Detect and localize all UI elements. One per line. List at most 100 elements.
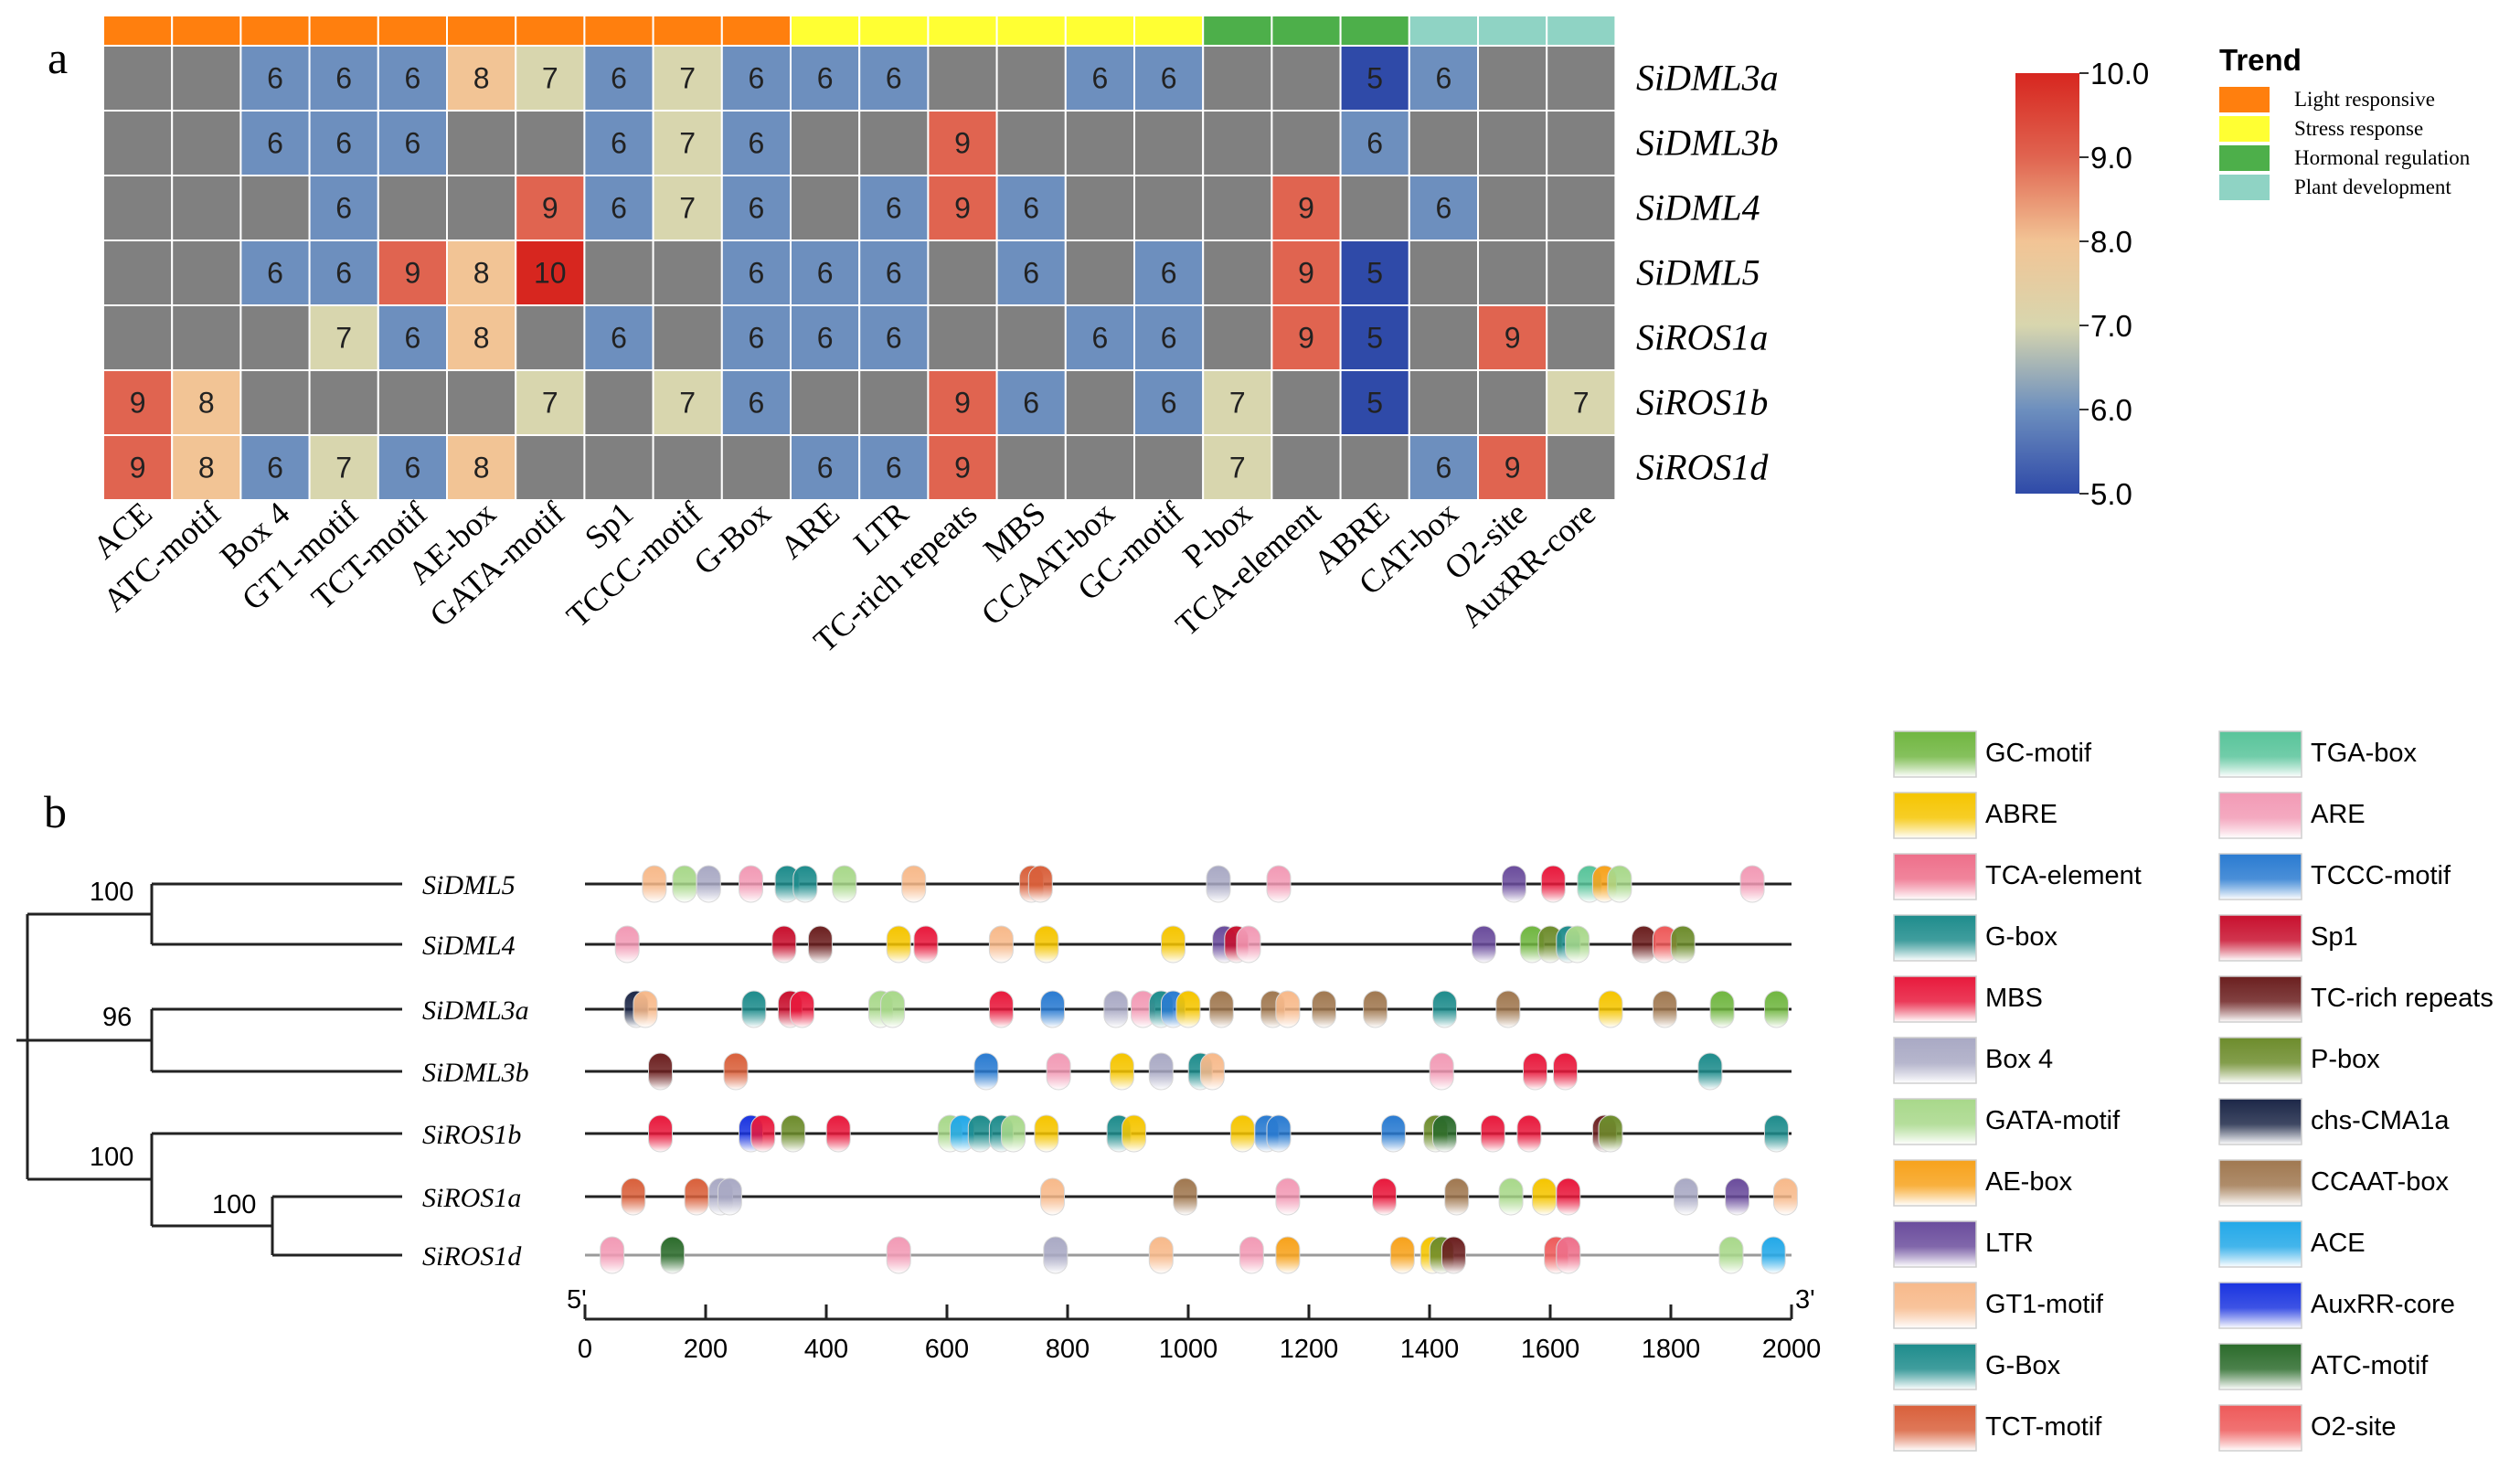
heatmap-cell-value: 7	[1573, 387, 1590, 420]
motif-site-abre	[886, 925, 911, 964]
group-bar-plant-development	[1408, 15, 1480, 47]
motif-site-tccc-motif	[973, 1052, 999, 1091]
heatmap-cell	[1202, 45, 1273, 112]
motif-legend-label-o2-site: O2-site	[2311, 1412, 2396, 1442]
heatmap-cell	[515, 110, 586, 176]
heatmap-cell-value: 6	[749, 257, 765, 290]
heatmap-cell	[102, 434, 174, 501]
heatmap-cell-value: 6	[1023, 192, 1039, 225]
motif-site-box-4	[1674, 1177, 1698, 1216]
motif-site-tc-rich-repeats	[1441, 1236, 1466, 1274]
heatmap-cell	[652, 304, 723, 371]
motif-site-ccaat-box	[1495, 990, 1521, 1028]
trend-legend-label-stress-response: Stress response	[2294, 117, 2423, 140]
motif-site-tccc-motif	[1040, 990, 1065, 1028]
motif-site-ccaat-box	[1208, 990, 1234, 1028]
axis-tick-label: 600	[925, 1335, 969, 1364]
heatmap-cell	[1133, 369, 1205, 436]
heatmap-cell	[1408, 434, 1480, 501]
group-bar-stress-response	[858, 15, 930, 47]
group-bar-light-responsive	[171, 15, 242, 47]
motif-site-are	[600, 1236, 625, 1274]
group-bar-light-responsive	[515, 15, 586, 47]
heatmap-cell-value: 6	[749, 62, 765, 95]
motif-site-are	[1046, 1052, 1071, 1091]
heatmap-cell	[720, 369, 792, 436]
motif-site-box-4	[1148, 1052, 1174, 1091]
heatmap-cell	[790, 434, 861, 501]
heatmap-cell	[720, 45, 792, 112]
heatmap-cell	[377, 175, 448, 241]
heatmap-cell	[377, 304, 448, 371]
motif-site-are	[1429, 1052, 1454, 1091]
heatmap-cell-value: 7	[335, 452, 352, 484]
heatmap-cell	[446, 110, 517, 176]
heatmap-cell-value: 5	[1366, 387, 1383, 420]
heatmap-cell	[102, 175, 174, 241]
heatmap-cell-value: 8	[473, 452, 490, 484]
colorbar-tick-label: 9.0	[2090, 141, 2132, 175]
heatmap-cell	[858, 434, 930, 501]
heatmap-cell-value: 6	[611, 192, 627, 225]
heatmap-cell	[1271, 45, 1342, 112]
row-label-sidml5: SiDML5	[1636, 252, 1760, 293]
motif-site-gata-motif	[1498, 1177, 1524, 1216]
heatmap-cell-value: 6	[405, 127, 421, 160]
heatmap-cell	[720, 110, 792, 176]
heatmap-cell	[1546, 434, 1617, 501]
column-label-g-box: G-Box	[686, 495, 778, 581]
heatmap-cell-value: 6	[267, 452, 283, 484]
heatmap-cell-value: 6	[1366, 127, 1383, 160]
heatmap-cell-value: 9	[1505, 322, 1521, 355]
heatmap-cell	[239, 175, 311, 241]
heatmap-cell-value: 6	[267, 257, 283, 290]
motif-legend-swatch-ae-box	[1893, 1159, 1977, 1207]
heatmap-cell-value: 7	[679, 387, 696, 420]
heatmap-cell-value: 6	[1092, 322, 1109, 355]
heatmap-cell	[377, 369, 448, 436]
axis-tick-label: 1000	[1159, 1335, 1218, 1364]
motif-site-gt1-motif	[642, 865, 667, 903]
heatmap-cell	[1202, 175, 1273, 241]
motif-site-sp1	[771, 925, 797, 964]
motif-legend-swatch-auxrr-core	[2218, 1282, 2302, 1329]
motif-site-g-box	[1764, 1114, 1789, 1153]
tree-support-label: 96	[102, 1003, 132, 1032]
motif-site-tc-rich-repeats	[648, 1052, 673, 1091]
motif-legend-swatch-ccaat-box	[2218, 1159, 2302, 1207]
axis-tick-label: 0	[578, 1335, 592, 1364]
heatmap-cell-value: 9	[954, 127, 971, 160]
motif-legend-label-box-4: Box 4	[1985, 1045, 2053, 1074]
heatmap-cell	[1202, 304, 1273, 371]
motif-site-g-box	[1432, 990, 1457, 1028]
heatmap-cell-value: 6	[405, 452, 421, 484]
heatmap-cell-value: 9	[130, 452, 146, 484]
trend-legend-title: Trend	[2219, 43, 2302, 77]
motif-site-tc-rich-repeats	[1631, 925, 1656, 964]
heatmap-cell	[239, 304, 311, 371]
gene-label-sidml5: SiDML5	[422, 870, 516, 900]
group-bar-light-responsive	[583, 15, 654, 47]
motif-site-ltr	[1471, 925, 1496, 964]
heatmap-cell	[1408, 240, 1480, 306]
heatmap-cell	[927, 304, 998, 371]
position-axis: 0 200 400 600 800 1000 1200 1400 1600 1800 2000 5' 3…	[567, 1285, 1821, 1364]
heatmap-cell	[790, 110, 861, 176]
motif-legend-label-ltr: LTR	[1985, 1229, 2034, 1258]
motif-site-tccc-motif	[1266, 1114, 1292, 1153]
motif-legend-swatch-tct-motif	[1893, 1404, 1977, 1452]
heatmap-cell-value: 8	[198, 387, 215, 420]
group-bar-plant-development	[1477, 15, 1548, 47]
motif-legend-swatch-atc-motif	[2218, 1343, 2302, 1390]
motif-legend: GC-motif TGA-box ABRE ARE TCA-element TCCC-mo…	[1893, 730, 2493, 1452]
heatmap-cell	[308, 110, 379, 176]
motif-site-tct-motif	[723, 1052, 749, 1091]
heatmap-cell-value: 9	[954, 387, 971, 420]
colorbar-tick-label: 10.0	[2090, 57, 2149, 91]
tree-support-label: 100	[90, 1143, 133, 1172]
motif-legend-swatch-gata-motif	[1893, 1098, 1977, 1145]
heatmap-cell-value: 6	[817, 322, 834, 355]
trend-legend-swatch-hormonal-regulation	[2219, 145, 2270, 171]
motif-site-gt1-motif	[901, 865, 927, 903]
